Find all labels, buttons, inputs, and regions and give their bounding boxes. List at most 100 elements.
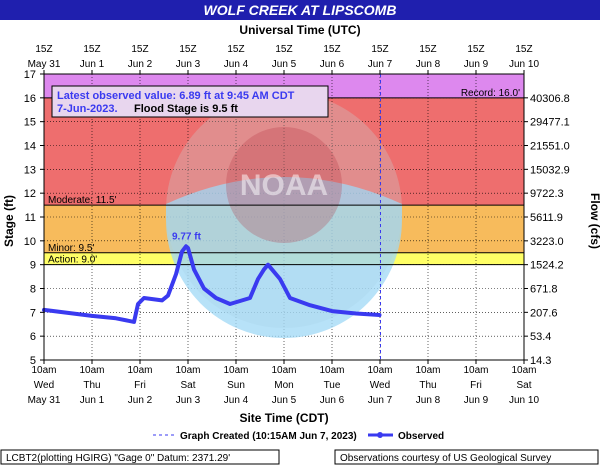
bottom-tick-time: 10am — [79, 365, 104, 376]
top-tick-date: Jun 8 — [416, 59, 441, 70]
y-tick-label: 8 — [30, 284, 36, 296]
y-tick-label: 10 — [24, 236, 36, 248]
noaa-watermark: NOAA — [166, 92, 402, 338]
top-tick-time: 15Z — [131, 44, 148, 55]
legend: Graph Created (10:15AM Jun 7, 2023) Obse… — [153, 431, 444, 442]
bottom-tick-day: Fri — [470, 380, 482, 391]
flow-tick-label: 9722.3 — [530, 188, 564, 200]
bottom-tick-time: 10am — [367, 365, 392, 376]
flow-tick-label: 14.3 — [530, 355, 551, 367]
flow-tick-label: 29477.1 — [530, 117, 570, 129]
footer-left-box — [0, 449, 280, 465]
footer-right-box — [334, 449, 599, 465]
footer-right-text: Observations courtesy of US Geological S… — [340, 453, 551, 464]
top-tick-date: Jun 1 — [80, 59, 105, 70]
x-axis-label: Site Time (CDT) — [239, 411, 328, 425]
y-tick-label: 15 — [24, 117, 36, 129]
legend-observed-label: Observed — [398, 431, 444, 442]
y-axis-label-left: Stage (ft) — [2, 195, 16, 247]
y-tick-label: 12 — [24, 188, 36, 200]
flow-tick-label: 40306.8 — [530, 93, 570, 105]
top-tick-date: Jun 9 — [464, 59, 489, 70]
top-tick-time: 15Z — [179, 44, 196, 55]
bottom-tick-day: Sat — [516, 380, 531, 391]
y-tick-label: 5 — [30, 355, 36, 367]
y-tick-label: 16 — [24, 93, 36, 105]
flow-tick-label: 207.6 — [530, 307, 558, 319]
top-axis-label: Universal Time (UTC) — [239, 23, 360, 37]
y-tick-label: 14 — [24, 141, 36, 153]
footer: LCBT2(plotting HGIRG) "Gage 0" Datum: 23… — [0, 447, 600, 465]
top-tick-time: 15Z — [371, 44, 388, 55]
flow-tick-label: 15032.9 — [530, 164, 570, 176]
bottom-tick-date: Jun 6 — [320, 395, 345, 406]
bottom-tick-time: 10am — [463, 365, 488, 376]
flow-tick-label: 671.8 — [530, 284, 558, 296]
y-tick-label: 7 — [30, 307, 36, 319]
bottom-tick-time: 10am — [415, 365, 440, 376]
bottom-tick-time: 10am — [127, 365, 152, 376]
legend-observed-marker — [377, 432, 383, 438]
plot-overlays: Record: 16.0' Moderate: 11.5' Minor: 9.5'A… — [42, 73, 525, 361]
y-tick-label: 9 — [30, 260, 36, 272]
bottom-tick-day: Wed — [370, 380, 390, 391]
y-axis-label-right: Flow (cfs) — [588, 193, 600, 249]
bottom-tick-day: Wed — [34, 380, 54, 391]
bottom-tick-date: Jun 5 — [272, 395, 297, 406]
top-tick-time: 15Z — [419, 44, 436, 55]
legend-created-label: Graph Created (10:15AM Jun 7, 2023) — [180, 431, 357, 442]
top-tick-time: 15Z — [83, 44, 100, 55]
threshold-label: Minor: 9.5' — [48, 243, 94, 254]
bottom-tick-date: Jun 10 — [509, 395, 539, 406]
top-tick-date: Jun 2 — [128, 59, 153, 70]
bottom-tick-time: 10am — [175, 365, 200, 376]
top-tick-time: 15Z — [323, 44, 340, 55]
footer-left-text: LCBT2(plotting HGIRG) "Gage 0" Datum: 23… — [6, 453, 230, 464]
top-tick-date: Jun 10 — [509, 59, 539, 70]
chart-title: WOLF CREEK AT LIPSCOMB — [204, 2, 397, 18]
top-tick-date: Jun 6 — [320, 59, 345, 70]
bottom-tick-day: Tue — [324, 380, 341, 391]
bottom-tick-time: 10am — [223, 365, 248, 376]
bottom-tick-time: 10am — [271, 365, 296, 376]
latest-value-line1: Latest observed value: 6.89 ft at 9:45 A… — [57, 90, 295, 102]
seal-inner-disc — [226, 127, 342, 243]
bottom-tick-date: Jun 3 — [176, 395, 201, 406]
bottom-tick-date: Jun 2 — [128, 395, 153, 406]
bottom-tick-date: Jun 1 — [80, 395, 105, 406]
y-tick-label: 13 — [24, 164, 36, 176]
y-tick-label: 17 — [24, 69, 36, 81]
top-tick-time: 15Z — [227, 44, 244, 55]
threshold-label: Action: 9.0' — [48, 255, 97, 266]
bottom-tick-time: 10am — [319, 365, 344, 376]
top-tick-date: Jun 7 — [368, 59, 393, 70]
title-banner — [0, 0, 600, 20]
bottom-tick-date: May 31 — [28, 395, 61, 406]
flow-tick-label: 53.4 — [530, 331, 551, 343]
axis-ticks: 5 6 7 8 9 10 11 12 13 14 15 16 17 40306.8 29477.1 21551… — [24, 44, 570, 406]
bottom-tick-day: Sun — [227, 380, 245, 391]
threshold-label: Record: 16.0' — [461, 88, 520, 99]
peak-label: 9.77 ft — [172, 231, 202, 242]
flow-tick-label: 1524.2 — [530, 260, 564, 272]
flow-tick-label: 21551.0 — [530, 141, 570, 153]
latest-value-date: 7-Jun-2023. — [57, 103, 118, 115]
flow-tick-label: 3223.0 — [530, 236, 564, 248]
bottom-tick-day: Thu — [419, 380, 436, 391]
top-tick-time: 15Z — [467, 44, 484, 55]
latest-value-flood-stage: Flood Stage is 9.5 ft — [134, 103, 238, 115]
latest-value-box — [51, 85, 329, 118]
threshold-label: Moderate: 11.5' — [48, 195, 117, 206]
bottom-tick-date: Jun 9 — [464, 395, 489, 406]
seal-noaa-text: NOAA — [240, 169, 328, 202]
top-tick-date: Jun 5 — [272, 59, 297, 70]
bottom-tick-time: 10am — [31, 365, 56, 376]
bottom-tick-date: Jun 8 — [416, 395, 441, 406]
bottom-tick-date: Jun 4 — [224, 395, 249, 406]
bottom-tick-day: Mon — [274, 380, 293, 391]
flow-tick-label: 5611.9 — [530, 212, 563, 224]
bottom-tick-time: 10am — [511, 365, 536, 376]
top-tick-time: 15Z — [35, 44, 52, 55]
top-tick-date: Jun 4 — [224, 59, 249, 70]
